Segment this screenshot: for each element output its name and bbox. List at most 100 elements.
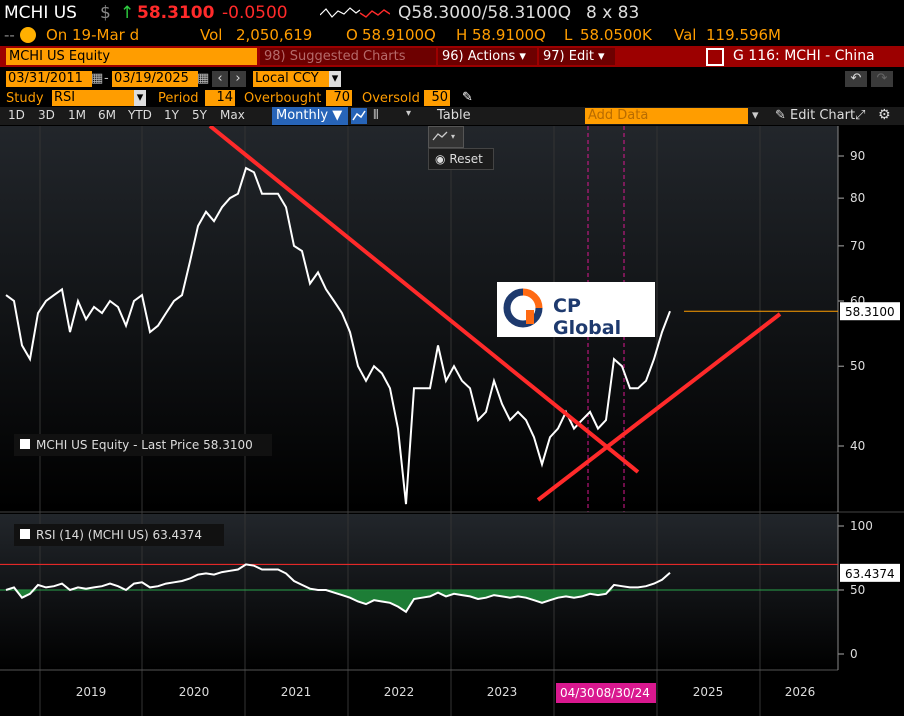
edit-menu[interactable]: 97) Edit ▾ xyxy=(539,48,615,65)
security-field[interactable]: MCHI US Equity xyxy=(6,48,257,65)
calendar-icon[interactable]: ▦ xyxy=(91,71,104,86)
chart-title: G 116: MCHI - China xyxy=(733,48,875,64)
period-button-5y[interactable]: 5Y xyxy=(192,108,207,122)
high-label: H xyxy=(456,26,468,44)
period-button-max[interactable]: Max xyxy=(220,108,245,122)
last-price: 58.3100 xyxy=(137,3,215,23)
sparkline-icon xyxy=(320,7,390,18)
period-toolbar: 1D 3D 1M 6M YTD 1Y 5Y Max Monthly ▼ ⦀ ▾ Table A… xyxy=(0,107,904,125)
clock-icon xyxy=(20,27,36,43)
downtrend-line[interactable] xyxy=(208,126,640,474)
launch-icon[interactable] xyxy=(706,48,724,66)
chevron-down-icon[interactable]: ▾ xyxy=(406,108,412,119)
on-label: On xyxy=(46,26,68,44)
period-field[interactable]: 14 xyxy=(205,90,235,106)
high-price: 58.9100Q xyxy=(472,26,546,44)
gear-icon[interactable]: ⚙ xyxy=(878,107,891,123)
last-price-tag: 58.3100 xyxy=(845,305,895,319)
chevron-down-icon: ▾ xyxy=(329,71,341,87)
chart-type-dropdown[interactable]: ▾ xyxy=(428,126,464,148)
suggested-charts-button[interactable]: 98) Suggested Charts xyxy=(260,48,436,65)
redo-button[interactable]: ↷ xyxy=(871,71,893,87)
logo-mark-icon xyxy=(503,288,543,328)
study-label: Study xyxy=(6,91,44,106)
bar-chart-icon[interactable]: ⦀ xyxy=(373,108,379,123)
logo-text: CP Global xyxy=(553,295,622,339)
last-price-tag-bg xyxy=(840,302,900,321)
low-price: 58.0500K xyxy=(580,26,652,44)
line-chart-icon[interactable] xyxy=(351,108,367,124)
rsi-legend[interactable]: RSI (14) (MCHI US) 63.4374 xyxy=(14,524,224,546)
rsi-axis-label: 50 xyxy=(850,583,865,597)
overbought-label: Overbought xyxy=(244,91,322,106)
period-button-3d[interactable]: 3D xyxy=(38,108,55,122)
stats-bar: -- On 19-Mar d Vol 2,050,619 O 58.9100Q … xyxy=(0,26,904,45)
period-button-1m[interactable]: 1M xyxy=(68,108,86,122)
study-select[interactable]: RSI ▾ xyxy=(52,90,146,106)
date-range-bar: 03/31/2011 ▦ - 03/19/2025 ▦ ‹ › Local CC… xyxy=(0,70,904,88)
oversold-field[interactable]: 50 xyxy=(424,90,450,106)
uptrend-line[interactable] xyxy=(536,312,782,502)
edit-chart-button[interactable]: ✎ Edit Chart xyxy=(775,108,856,123)
price-line[interactable] xyxy=(5,166,671,505)
x-axis-label: 2020 xyxy=(179,685,210,699)
low-label: L xyxy=(564,26,573,44)
oversold-label: Oversold xyxy=(362,91,420,106)
legend-swatch xyxy=(20,439,30,449)
start-date-field[interactable]: 03/31/2011 xyxy=(6,71,92,87)
price-axis-label: 40 xyxy=(850,439,865,453)
radio-icon: ◉ xyxy=(435,152,446,166)
price-legend-label: MCHI US Equity - Last Price 58.3100 xyxy=(36,438,253,452)
chart-area[interactable]: 2019 2020 2021 2022 2023 2025 2026 04/30 08/30/2… xyxy=(0,126,904,716)
period-button-6m[interactable]: 6M xyxy=(98,108,116,122)
volume: 2,050,619 xyxy=(236,26,313,44)
reset-button[interactable]: ◉ Reset xyxy=(428,148,494,170)
price-axis-label: 70 xyxy=(850,239,865,253)
calendar-icon[interactable]: ▦ xyxy=(197,71,210,86)
val-label: Val xyxy=(674,26,697,44)
table-button[interactable]: Table xyxy=(437,108,471,123)
vol-label: Vol xyxy=(200,26,223,44)
period-button-1d[interactable]: 1D xyxy=(8,108,25,122)
command-toolbar: MCHI US Equity 98) Suggested Charts 96) … xyxy=(0,46,904,67)
cp-global-logo: CP Global xyxy=(497,282,655,339)
legend-swatch xyxy=(20,529,30,539)
next-period-button[interactable]: › xyxy=(230,71,246,87)
price-change: -0.0500 xyxy=(222,3,288,23)
highlight-date-end: 08/30/24 xyxy=(596,686,650,700)
open-label: O xyxy=(346,26,358,44)
rsi-oversold-fill xyxy=(6,590,670,612)
currency-select[interactable]: Local CCY ▾ xyxy=(253,71,341,87)
frequency-value: Monthly xyxy=(276,108,329,123)
value-traded: 119.596M xyxy=(706,26,781,44)
expand-icon[interactable]: ⤢ xyxy=(855,108,866,123)
highlight-date-start: 04/30 xyxy=(560,686,595,700)
quote-date: 19-Mar d xyxy=(72,26,140,44)
overbought-field[interactable]: 70 xyxy=(326,90,352,106)
price-legend[interactable]: MCHI US Equity - Last Price 58.3100 xyxy=(14,434,272,456)
rsi-tag: 63.4374 xyxy=(845,567,895,581)
undo-button[interactable]: ↶ xyxy=(845,71,867,87)
end-date-field[interactable]: 03/19/2025 xyxy=(112,71,198,87)
rsi-tag-bg xyxy=(840,563,900,582)
pencil-icon[interactable]: ✎ xyxy=(462,90,473,105)
prev-period-button[interactable]: ‹ xyxy=(212,71,228,87)
date-highlight-bg xyxy=(556,683,656,703)
frequency-select[interactable]: Monthly ▼ xyxy=(272,107,348,125)
period-button-1y[interactable]: 1Y xyxy=(164,108,179,122)
edit-label: 97) Edit xyxy=(543,49,594,64)
bid-ask-size: 8 x 83 xyxy=(586,3,640,23)
edit-chart-label: Edit Chart xyxy=(790,108,856,123)
period-button-ytd[interactable]: YTD xyxy=(128,108,152,122)
add-data-input[interactable]: Add Data xyxy=(585,108,748,124)
ticker[interactable]: MCHI US xyxy=(4,3,77,23)
chevron-down-icon[interactable]: ▾ xyxy=(752,108,759,123)
up-arrow-icon: ↑ xyxy=(120,3,135,23)
x-axis-label: 2023 xyxy=(487,685,518,699)
actions-menu[interactable]: 96) Actions ▾ xyxy=(438,48,537,65)
x-axis-label: 2021 xyxy=(281,685,312,699)
x-axis-label: 2025 xyxy=(693,685,724,699)
rsi-axis-label: 0 xyxy=(850,647,858,661)
rsi-line[interactable] xyxy=(5,563,671,614)
currency-value: Local CCY xyxy=(255,71,319,86)
